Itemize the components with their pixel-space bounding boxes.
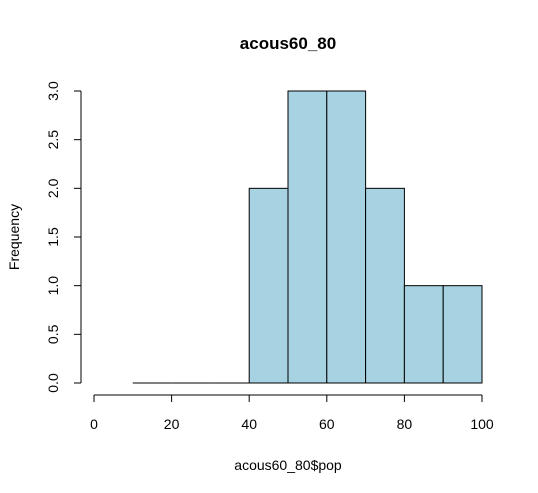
x-tick-label-4: 80 xyxy=(397,416,413,432)
y-tick-label-2: 1.0 xyxy=(45,276,61,296)
histogram-bar-4 xyxy=(287,90,328,384)
histogram-bar-8 xyxy=(442,285,483,384)
y-tick-label-1: 0.5 xyxy=(45,324,61,344)
x-axis: 0 20 40 60 80 100 xyxy=(90,394,494,432)
y-axis-label: Frequency xyxy=(6,204,22,270)
y-tick-label-4: 2.0 xyxy=(45,178,61,198)
x-tick-label-5: 100 xyxy=(470,416,494,432)
histogram-bar-3 xyxy=(248,187,289,384)
x-tick-label-2: 40 xyxy=(241,416,257,432)
x-axis-label: acous60_80$pop xyxy=(234,457,342,473)
histogram-bar-6 xyxy=(365,187,405,384)
x-tick-label-1: 20 xyxy=(164,416,180,432)
x-tick-label-0: 0 xyxy=(90,416,98,432)
y-tick-label-6: 3.0 xyxy=(45,81,61,101)
bars-group xyxy=(132,90,483,384)
x-tick-label-3: 60 xyxy=(319,416,335,432)
y-tick-label-3: 1.5 xyxy=(45,227,61,247)
y-tick-label-5: 2.5 xyxy=(45,130,61,150)
chart-title: acous60_80 xyxy=(240,34,336,53)
histogram-bar-7 xyxy=(403,285,444,384)
y-tick-label-0: 0.0 xyxy=(45,373,61,393)
histogram-bar-5 xyxy=(326,90,367,384)
y-axis: 0.0 0.5 1.0 1.5 2.0 2.5 3.0 xyxy=(45,81,82,393)
